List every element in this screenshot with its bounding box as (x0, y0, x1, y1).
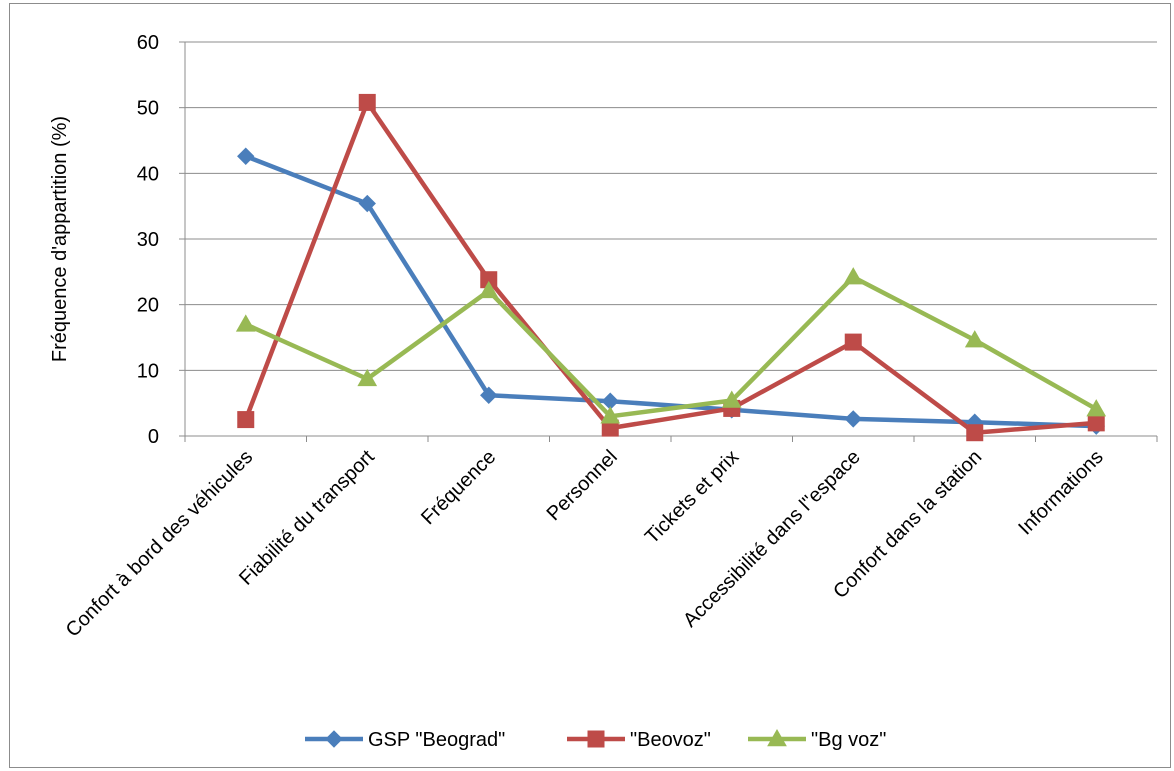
legend-marker (325, 730, 343, 748)
legend-label: "Beovoz" (630, 729, 711, 751)
x-category-label: Informations (1014, 446, 1107, 539)
legend-label: GSP "Beograd" (368, 729, 505, 751)
y-tick-label: 10 (137, 360, 159, 382)
axes (179, 41, 1158, 442)
x-category-label: Tickets et prix (641, 446, 743, 548)
series-2-point (1087, 414, 1105, 432)
gridlines (185, 41, 1157, 371)
series-line-2 (243, 100, 1099, 435)
series-2-point (844, 333, 862, 351)
legend-marker (767, 728, 787, 747)
x-category-label: Fréquence (417, 446, 500, 529)
x-category-label: Personnel (543, 446, 622, 525)
series-3-point (964, 330, 985, 348)
y-tick-labels: 0 10 20 30 40 50 60 (137, 32, 159, 448)
legend-marker (587, 730, 605, 748)
chart-frame (9, 3, 1171, 768)
y-tick-label: 30 (137, 229, 159, 251)
series-2-point (966, 424, 984, 442)
y-tick-label: 50 (137, 98, 159, 120)
y-axis-title: Fréquence d'appartition (%) (49, 116, 71, 362)
x-category-label: Fiabilité du transport (235, 446, 379, 590)
series-3-point (478, 280, 499, 299)
series-2-point (237, 411, 255, 429)
series-3-point (1086, 399, 1107, 417)
legend: GSP "Beograd" "Beovoz" "Bg voz" (305, 728, 886, 751)
series-lines (235, 93, 1107, 442)
series-1-point (480, 386, 498, 404)
series-1-point (844, 410, 862, 428)
x-category-label: Confort à bord des véhicules (62, 446, 258, 642)
series-3-point (843, 267, 864, 285)
series-line-3 (243, 274, 1099, 419)
series-line-1 (243, 154, 1099, 429)
y-tick-label: 40 (137, 163, 159, 185)
series-3-point (600, 406, 621, 424)
series-1-point (358, 194, 376, 213)
series-3-point (357, 368, 378, 387)
series-3-point (721, 390, 742, 408)
legend-label: "Bg voz" (811, 729, 886, 751)
y-tick-label: 0 (148, 426, 159, 448)
y-tick-label: 20 (137, 295, 159, 317)
series-3-point (235, 314, 256, 332)
series-1-point (237, 147, 255, 165)
series-2-point (358, 93, 376, 111)
y-tick-label: 60 (137, 32, 159, 54)
